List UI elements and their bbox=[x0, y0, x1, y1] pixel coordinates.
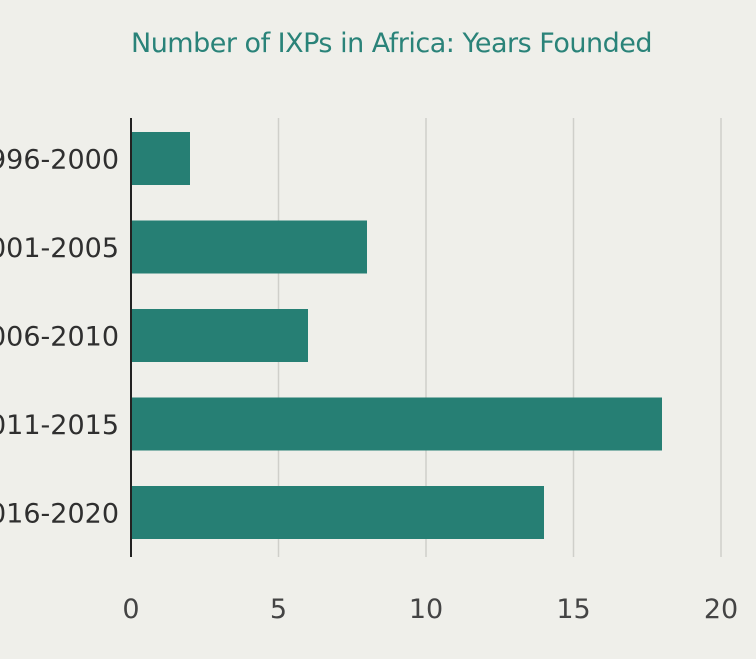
labels: 1996-2000 2001-2005 2006-2010 2011-2015 2016… bbox=[0, 145, 738, 626]
x-tick-label-5: 5 bbox=[270, 594, 287, 625]
bar-1996-2000 bbox=[132, 132, 190, 185]
category-label-1996-2000: 1996-2000 bbox=[0, 145, 119, 176]
x-tick-label-0: 0 bbox=[122, 594, 139, 625]
category-label-2016-2020: 2016-2020 bbox=[0, 499, 119, 530]
chart-title: Number of IXPs in Africa: Years Founded bbox=[131, 28, 652, 59]
bar-2001-2005 bbox=[132, 220, 367, 274]
gridlines bbox=[277, 118, 722, 557]
bar-2016-2020 bbox=[132, 486, 544, 539]
bar-2006-2010 bbox=[132, 309, 308, 362]
bars bbox=[132, 132, 662, 539]
category-label-2001-2005: 2001-2005 bbox=[0, 233, 119, 264]
x-tick-label-10: 10 bbox=[409, 594, 443, 625]
category-label-2011-2015: 2011-2015 bbox=[0, 410, 119, 441]
bar-2011-2015 bbox=[132, 397, 662, 451]
x-tick-label-15: 15 bbox=[556, 594, 590, 625]
x-tick-label-20: 20 bbox=[704, 594, 738, 625]
category-label-2006-2010: 2006-2010 bbox=[0, 322, 119, 353]
